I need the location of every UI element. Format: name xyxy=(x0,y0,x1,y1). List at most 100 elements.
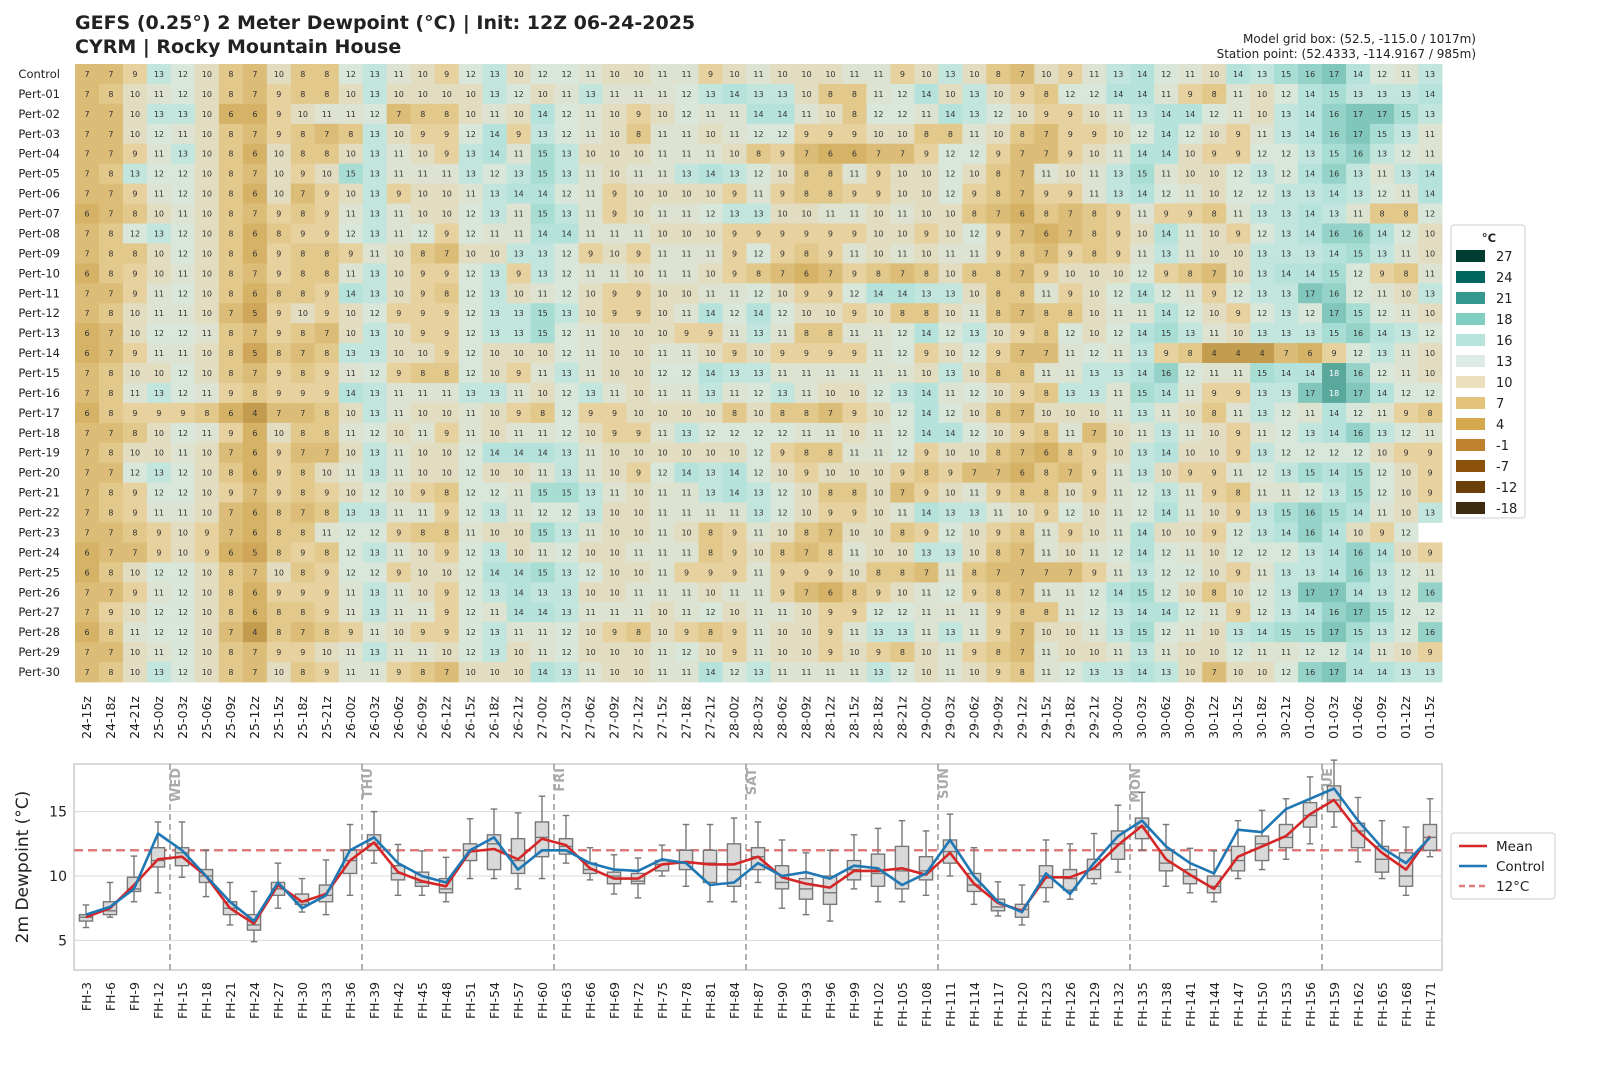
heatmap-cell xyxy=(1226,183,1251,204)
heatmap-cell xyxy=(1370,243,1395,264)
heatmap-cell-value: 8 xyxy=(1044,429,1049,438)
heatmap-cell-value: 11 xyxy=(178,509,188,518)
heatmap-cell xyxy=(1274,64,1299,85)
heatmap-cell-value: 10 xyxy=(633,70,643,79)
heatmap-cell-value: 13 xyxy=(945,628,955,637)
heatmap-cell-value: 10 xyxy=(705,269,715,278)
heatmap-cell-value: 12 xyxy=(897,668,907,677)
heatmap-cell xyxy=(1082,263,1107,284)
heatmap-cell-value: 11 xyxy=(1113,389,1123,398)
heatmap-cell-value: 18 xyxy=(1329,389,1339,398)
heatmap-cell xyxy=(554,123,580,145)
heatmap-cell-value: 8 xyxy=(420,528,425,537)
heatmap-cell-value: 10 xyxy=(418,469,428,478)
heatmap-cell-value: 8 xyxy=(972,269,977,278)
heatmap-cell xyxy=(146,163,172,185)
heatmap-cell-value: 11 xyxy=(346,210,356,219)
heatmap-row-label: Control xyxy=(18,67,60,81)
heatmap-cell-value: 6 xyxy=(1044,229,1049,238)
heatmap-cell-value: 8 xyxy=(1068,309,1073,318)
heatmap-cell-value: 8 xyxy=(1044,329,1049,338)
heatmap-cell-value: 10 xyxy=(394,289,404,298)
heatmap-cell-value: 9 xyxy=(828,648,833,657)
heatmap-cell xyxy=(170,143,196,165)
heatmap-cell-value: 9 xyxy=(156,548,161,557)
heatmap-cell xyxy=(98,83,124,105)
heatmap-cell-value: 8 xyxy=(276,229,281,238)
heatmap-cell xyxy=(578,103,604,125)
heatmap-cell-value: 4 xyxy=(1236,349,1241,358)
heatmap-cell-value: 8 xyxy=(324,90,329,99)
heatmap-cell-value: 11 xyxy=(1185,70,1195,79)
heatmap-cell xyxy=(242,223,268,244)
heatmap-cell-value: 8 xyxy=(276,528,281,537)
heatmap-cell-value: 8 xyxy=(444,369,449,378)
heatmap-cell xyxy=(1370,263,1395,284)
heatmap-cell-value: 11 xyxy=(178,130,188,139)
heatmap-cell-value: 13 xyxy=(681,170,691,179)
heatmap-cell-value: 13 xyxy=(705,469,715,478)
heatmap-cell-value: 7 xyxy=(924,568,929,577)
heatmap-cell-value: 13 xyxy=(1137,449,1147,458)
heatmap-cell xyxy=(266,283,292,304)
heatmap-cell-value: 13 xyxy=(1257,449,1267,458)
heatmap-cell-value: 13 xyxy=(490,648,500,657)
heatmap-cell xyxy=(626,123,651,145)
heatmap-cell-value: 10 xyxy=(1185,648,1195,657)
heatmap-cell-value: 10 xyxy=(681,190,691,199)
heatmap-cell-value: 9 xyxy=(828,130,833,139)
heatmap-cell-value: 8 xyxy=(228,130,233,139)
heatmap-cell-value: 13 xyxy=(370,469,380,478)
heatmap-cell xyxy=(122,283,148,304)
heatmap-cell-value: 10 xyxy=(586,289,596,298)
heatmap-cell xyxy=(98,223,124,244)
heatmap-cell-value: 11 xyxy=(394,548,404,557)
heatmap-cell-value: 7 xyxy=(108,190,113,199)
heatmap-cell-value: 10 xyxy=(130,369,140,378)
heatmap-cell-value: 13 xyxy=(1113,668,1123,677)
heatmap-cell-value: 9 xyxy=(180,409,185,418)
heatmap-cell-value: 15 xyxy=(1353,309,1363,318)
heatmap-cell-value: 9 xyxy=(1236,229,1241,238)
heatmap-cell-value: 9 xyxy=(684,329,689,338)
heatmap-cell-value: 11 xyxy=(873,329,883,338)
heatmap-cell-value: 11 xyxy=(657,389,667,398)
heatmap-cell-value: 9 xyxy=(780,229,785,238)
heatmap-cell-value: 9 xyxy=(924,229,929,238)
boxplot-x-label: FH-3 xyxy=(79,982,94,1011)
heatmap-cell-value: 11 xyxy=(657,509,667,518)
heatmap-cell-value: 11 xyxy=(633,229,643,238)
heatmap-cell-value: 13 xyxy=(562,449,572,458)
heatmap-cell-value: 15 xyxy=(1137,389,1147,398)
heatmap-cell xyxy=(890,183,915,204)
colorbar-swatch xyxy=(1456,418,1485,430)
heatmap-cell-value: 7 xyxy=(108,548,113,557)
heatmap-cell-value: 12 xyxy=(729,429,739,438)
heatmap-cell xyxy=(962,203,987,224)
heatmap-cell xyxy=(938,163,963,185)
heatmap-cell xyxy=(98,103,124,125)
heatmap-cell-value: 12 xyxy=(1161,190,1171,199)
heatmap-cell xyxy=(818,143,843,165)
colorbar-swatch xyxy=(1456,334,1485,346)
heatmap-cell-value: 17 xyxy=(1353,608,1363,617)
heatmap-cell-value: 10 xyxy=(657,110,667,119)
heatmap-cell-value: 14 xyxy=(1305,269,1315,278)
heatmap-cell-value: 6 xyxy=(1020,469,1025,478)
heatmap-cell-value: 9 xyxy=(972,190,977,199)
colorbar-tick-label: -1 xyxy=(1496,439,1509,454)
heatmap-cell xyxy=(914,83,939,105)
heatmap-cell-value: 11 xyxy=(753,588,763,597)
heatmap-cell-value: 13 xyxy=(1281,588,1291,597)
heatmap-cell xyxy=(1082,243,1107,264)
heatmap-cell-value: 7 xyxy=(804,150,809,159)
box-iqr xyxy=(822,875,838,906)
heatmap-cell-value: 11 xyxy=(657,668,667,677)
heatmap-cell-value: 8 xyxy=(996,190,1001,199)
heatmap-cell-value: 11 xyxy=(657,70,667,79)
heatmap-cell-value: 11 xyxy=(825,429,835,438)
heatmap-cell-value: 9 xyxy=(132,349,137,358)
heatmap-cell-value: 14 xyxy=(1377,329,1387,338)
heatmap-cell-value: 11 xyxy=(657,528,667,537)
heatmap-cell xyxy=(842,183,867,204)
